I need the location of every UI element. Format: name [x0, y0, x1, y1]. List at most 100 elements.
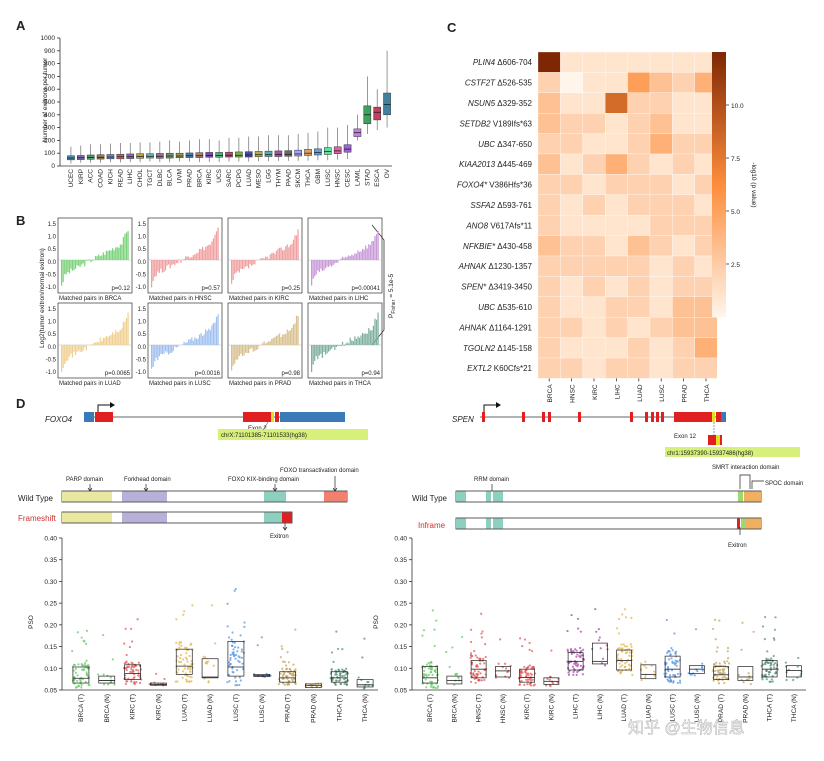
panel-b-pvalue: p=0.0065	[105, 371, 131, 377]
panel-b-bar	[119, 244, 121, 260]
panel-c-cell	[537, 235, 561, 257]
foxo4-pso-point	[188, 654, 191, 658]
panel-c-cell	[537, 296, 561, 318]
spen-pso-point	[616, 657, 619, 660]
panel-c-cell	[649, 51, 673, 73]
panel-b-subplot-frame	[57, 302, 133, 379]
spen-pso-point	[749, 682, 752, 686]
spen-pso-point	[472, 673, 475, 676]
spen-pso-point	[445, 650, 448, 654]
foxo4-pso-point	[230, 638, 233, 641]
panel-b-bar	[186, 256, 188, 260]
spen-pso-point	[435, 668, 438, 671]
panel-b-bar	[85, 345, 87, 351]
panel-c-colorbar-tick-label: 7.5	[731, 156, 740, 163]
foxo4-pso-point	[127, 662, 130, 665]
foxo4-pso-point	[280, 645, 283, 648]
spen-pso-xtick-label: THCA (T)	[767, 694, 774, 721]
panel-b-bar	[175, 260, 177, 264]
spen-pso-point	[762, 663, 765, 666]
panel-b-bar	[87, 344, 89, 345]
panel-c-cell	[672, 276, 695, 297]
panel-b-bar	[203, 334, 205, 345]
foxo4-pso-point	[286, 651, 289, 654]
foxo4-pso-point	[177, 668, 180, 671]
panel-c-cell	[560, 317, 583, 338]
panel-b-bar	[121, 244, 123, 260]
foxo4-pso-point	[233, 654, 236, 657]
panel-a-ytick-label: 800	[44, 61, 55, 68]
spen-pso-point	[769, 666, 772, 670]
panel-c-cell	[537, 337, 561, 359]
foxo4-pso-point	[74, 667, 78, 670]
panel-c-heatmap: -log10 (p value) PLIN4 Δ606-704 CSTF2T Δ5…	[457, 51, 757, 403]
spen-pso-point	[497, 662, 500, 665]
panel-b-bar	[248, 260, 250, 269]
panel-c-cell	[537, 194, 561, 216]
foxo4-pso-box	[175, 648, 193, 675]
foxo4-pso-ylabel: PSO	[28, 615, 35, 629]
spen-pso-point	[528, 682, 531, 686]
spen-pso-point	[764, 615, 767, 619]
panel-b-bar	[174, 345, 176, 347]
foxo4-pso-point	[74, 686, 77, 689]
foxo4-exon	[243, 412, 271, 422]
panel-b-bar	[203, 250, 205, 260]
spen-pso-point	[628, 654, 631, 657]
panel-b-bar	[200, 249, 202, 260]
foxo4-exon	[280, 412, 345, 422]
foxo4-pso-xtick-label: THCA (T)	[336, 694, 343, 721]
panel-c-cell	[560, 133, 583, 155]
foxo4-pso-point	[130, 666, 133, 669]
foxo4-pso-point	[204, 656, 207, 659]
panel-c-cell	[605, 153, 628, 175]
spen-pso-point	[618, 617, 621, 621]
spen-pso-point	[480, 679, 483, 682]
panel-c-cell	[627, 296, 651, 318]
panel-letter-c: C	[447, 20, 457, 35]
spen-pso-point	[645, 666, 648, 669]
spen-pso-point	[624, 616, 628, 619]
spen-pso-point	[473, 677, 476, 680]
spen-pso-box	[664, 655, 681, 678]
foxo4-pso-point	[240, 656, 244, 659]
panel-b-bar	[168, 260, 170, 265]
panel-c-cell	[582, 255, 606, 277]
foxo4-pso-point	[127, 677, 130, 680]
spen-pso-point	[421, 634, 424, 637]
panel-c-row-label: SSFA2 Δ593-761	[470, 201, 532, 210]
panel-b-subplot-frame	[227, 217, 303, 294]
panel-b-bar	[377, 231, 379, 260]
spen-pso-point	[568, 669, 571, 673]
panel-b-bar	[171, 345, 173, 353]
panel-b-bar	[206, 330, 208, 345]
panel-b-bar	[189, 339, 191, 345]
spen-pso-point	[473, 669, 476, 673]
panel-b-bar	[237, 260, 239, 272]
foxo4-pso-point	[339, 682, 343, 686]
foxo4-pso-point	[229, 656, 232, 660]
spen-pso-point	[669, 678, 672, 681]
panel-c-cell	[605, 92, 628, 114]
foxo4-pso-point	[335, 630, 338, 633]
foxo4-pso-point	[343, 669, 346, 672]
panel-b-bar	[237, 345, 239, 360]
panel-b-bar	[164, 345, 167, 352]
spen-pso-point	[676, 672, 680, 676]
foxo4-pso-point	[204, 662, 207, 665]
foxo4-pso-point	[232, 671, 235, 674]
spen-pso-point	[673, 632, 676, 635]
panel-a-xtick-label: LIHC	[127, 169, 134, 184]
foxo4-pso-point	[97, 673, 100, 676]
foxo4-tss-arrow	[97, 404, 112, 413]
spen-pso-point	[576, 670, 579, 674]
spen-pso-point	[718, 619, 721, 622]
panel-a-xtick-label: READ	[117, 169, 124, 187]
panel-c-row-mutation: V189Ifs*63	[491, 119, 533, 128]
spen-pso-point	[617, 670, 620, 673]
panel-c-cell	[582, 133, 606, 155]
panel-b-bar	[185, 342, 187, 345]
foxo4-coord: chrX:71101385-71101533(hg38)	[221, 433, 307, 439]
spen-pso-point	[620, 643, 623, 646]
panel-b-bar	[277, 248, 279, 260]
